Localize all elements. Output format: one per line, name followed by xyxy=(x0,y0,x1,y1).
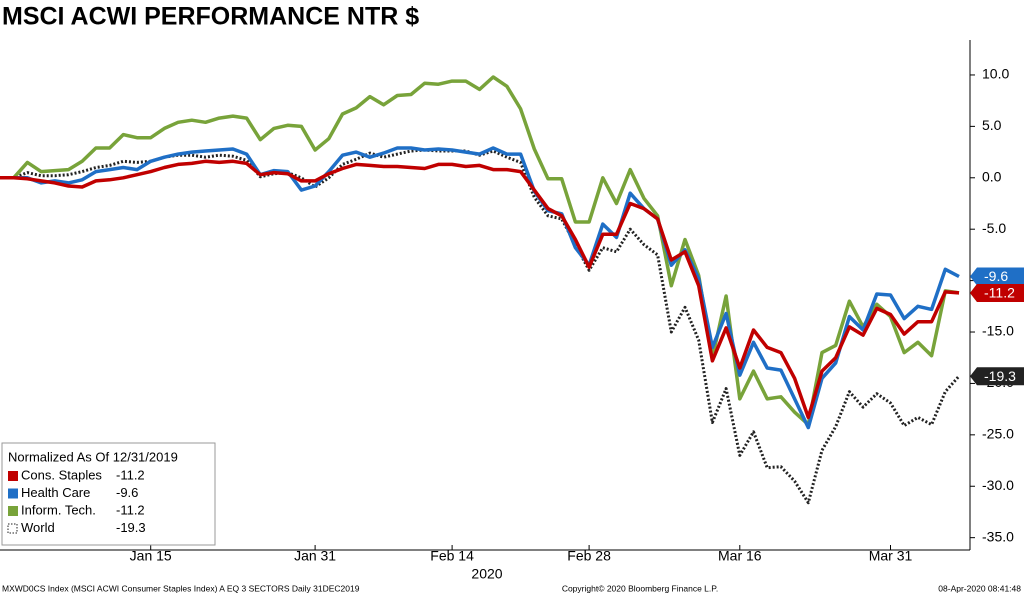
legend-box xyxy=(1,442,216,546)
y-tick-label: -30.0 xyxy=(982,477,1014,493)
legend-swatch xyxy=(8,506,18,516)
legend-swatch xyxy=(8,471,18,481)
legend-swatch xyxy=(7,523,18,534)
x-axis-label: 2020 xyxy=(471,566,502,582)
legend-label: World xyxy=(21,520,55,535)
x-tick-label: Feb 14 xyxy=(430,548,474,564)
y-tick-label: -35.0 xyxy=(982,528,1014,544)
legend-title: Normalized As Of 12/31/2019 xyxy=(8,449,178,464)
y-tick-label: 0.0 xyxy=(982,168,1002,184)
last-value-label: -19.3 xyxy=(984,368,1016,384)
legend-value: -11.2 xyxy=(116,467,145,482)
plot: 10.05.00.0-5.0-10.0-15.0-20.0-25.0-30.0-… xyxy=(0,40,1024,564)
legend: Normalized As Of 12/31/2019 Cons. Staples… xyxy=(1,442,216,546)
x-tick-label: Mar 16 xyxy=(718,548,762,564)
footer-left: MXWD0CS Index (MSCI ACWI Consumer Staple… xyxy=(2,583,360,593)
legend-label: Inform. Tech. xyxy=(21,502,96,517)
x-tick-label: Mar 31 xyxy=(869,548,913,564)
series-line xyxy=(0,75,960,427)
y-tick-label: -15.0 xyxy=(982,323,1014,339)
legend-value: -11.2 xyxy=(116,502,145,517)
x-tick-label: Jan 15 xyxy=(130,548,172,564)
legend-label: Health Care xyxy=(21,485,90,500)
last-value-box xyxy=(970,267,1024,286)
last-value-label: -9.6 xyxy=(984,268,1008,284)
last-value-box xyxy=(970,283,1024,302)
legend-swatch xyxy=(8,488,18,499)
last-value-label: -11.2 xyxy=(984,285,1015,301)
series-line xyxy=(0,159,960,420)
y-tick-label: 5.0 xyxy=(982,117,1002,133)
x-tick-label: Jan 31 xyxy=(294,548,336,564)
x-tick-label: Feb 28 xyxy=(567,548,611,564)
legend-value: -19.3 xyxy=(116,520,146,535)
legend-label: Cons. Staples xyxy=(21,467,102,482)
y-tick-label: -25.0 xyxy=(982,426,1014,442)
series-line xyxy=(0,146,960,430)
footer-right: 08-Apr-2020 08:41:48 xyxy=(938,583,1021,593)
last-value-box xyxy=(970,367,1024,386)
y-tick-label: 10.0 xyxy=(982,66,1009,82)
footer-center: Copyright© 2020 Bloomberg Finance L.P. xyxy=(562,583,718,593)
legend-value: -9.6 xyxy=(116,485,138,500)
y-tick-label: -5.0 xyxy=(982,220,1006,236)
chart-title: MSCI ACWI PERFORMANCE NTR $ xyxy=(2,3,419,31)
